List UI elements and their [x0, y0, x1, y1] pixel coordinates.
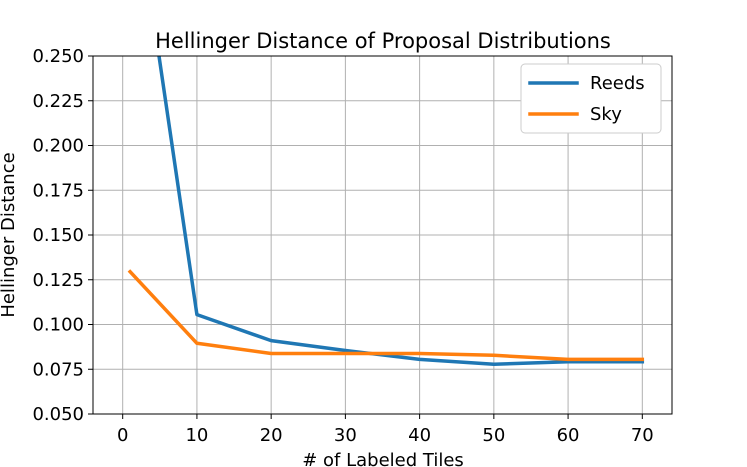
y-axis-label: Hellinger Distance	[0, 152, 19, 317]
x-tick-label: 20	[260, 425, 283, 446]
x-tick-label: 30	[334, 425, 357, 446]
x-tick-label: 70	[631, 425, 654, 446]
series-lines	[127, 56, 645, 366]
y-tick-label: 0.050	[32, 404, 84, 425]
y-tick-label: 0.200	[32, 136, 84, 157]
legend-label-sky: Sky	[590, 104, 622, 125]
y-tick-label: 0.075	[32, 359, 84, 380]
legend: Reeds Sky	[520, 63, 662, 134]
series-line-sky	[127, 269, 645, 362]
x-tick-label: 10	[185, 425, 208, 446]
y-tick-label: 0.100	[32, 315, 84, 336]
y-tick-label: 0.175	[32, 180, 84, 201]
chart-title: Hellinger Distance of Proposal Distribut…	[155, 29, 611, 53]
y-tick-label: 0.225	[32, 91, 84, 112]
x-tick-label: 0	[117, 425, 128, 446]
y-tick-label: 0.125	[32, 270, 84, 291]
x-tick-label: 60	[557, 425, 580, 446]
x-tick-label: 50	[482, 425, 505, 446]
y-tick-label: 0.150	[32, 225, 84, 246]
x-axis-ticks: 0 10 20 30 40 50 60 70	[117, 414, 654, 446]
legend-label-reeds: Reeds	[590, 73, 645, 94]
x-tick-label: 40	[408, 425, 431, 446]
y-tick-label: 0.250	[32, 46, 84, 67]
x-axis-label: # of Labeled Tiles	[302, 450, 464, 467]
y-axis-ticks: 0.050 0.075 0.100 0.125 0.150 0.175 0.200 0.225…	[32, 46, 93, 425]
